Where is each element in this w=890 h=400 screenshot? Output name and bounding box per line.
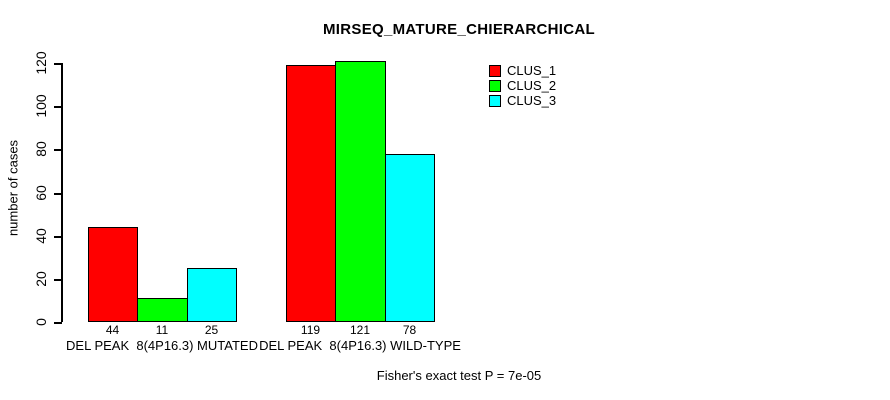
legend: CLUS_1 CLUS_2 CLUS_3 (489, 64, 556, 107)
bar-value-label: 78 (402, 323, 417, 337)
y-tick-mark (54, 193, 62, 195)
y-tick-mark (54, 149, 62, 151)
y-tick-mark (54, 279, 62, 281)
bar-clus_2-group2 (335, 61, 386, 322)
legend-label: CLUS_1 (507, 63, 557, 78)
y-tick-label: 40 (33, 228, 49, 244)
bar-clus_2-group1 (137, 298, 188, 322)
bar-clus_3-group2 (385, 154, 435, 322)
bar-value-label: 25 (204, 323, 219, 337)
chart-title: MIRSEQ_MATURE_CHIERARCHICAL (323, 21, 595, 38)
y-tick-mark (54, 236, 62, 238)
legend-label: CLUS_3 (507, 93, 557, 108)
y-tick-label: 100 (33, 94, 49, 118)
y-tick-label: 20 (33, 271, 49, 287)
bar-value-label: 44 (105, 323, 120, 337)
y-tick-mark (54, 106, 62, 108)
bar-clus_3-group1 (187, 268, 237, 322)
bar-value-label: 11 (155, 323, 169, 337)
bar-clus_1-group2 (286, 65, 336, 322)
y-tick-label: 0 (33, 318, 49, 326)
y-tick-label: 60 (33, 185, 49, 201)
y-axis-title: number of cases (5, 139, 21, 237)
legend-swatch-icon (489, 64, 501, 77)
annotation-text: Fisher's exact test P = 7e-05 (376, 368, 542, 383)
bar-clus_1-group1 (88, 227, 138, 322)
legend-swatch-icon (489, 79, 501, 92)
legend-item-clus_3: CLUS_3 (489, 94, 556, 107)
y-tick-mark (54, 322, 62, 324)
legend-item-clus_2: CLUS_2 (489, 79, 556, 92)
y-tick-label: 120 (33, 51, 49, 75)
legend-swatch-icon (489, 94, 501, 107)
y-tick-mark (54, 63, 62, 65)
bar-value-label: 119 (300, 323, 321, 337)
y-axis-line (61, 63, 63, 322)
y-tick-label: 80 (33, 141, 49, 157)
legend-item-clus_1: CLUS_1 (489, 64, 556, 77)
legend-label: CLUS_2 (507, 78, 557, 93)
category-label: DEL PEAK 8(4P16.3) MUTATED (66, 338, 258, 353)
bar-value-label: 121 (349, 323, 371, 337)
category-label: DEL PEAK 8(4P16.3) WILD-TYPE (259, 338, 461, 353)
